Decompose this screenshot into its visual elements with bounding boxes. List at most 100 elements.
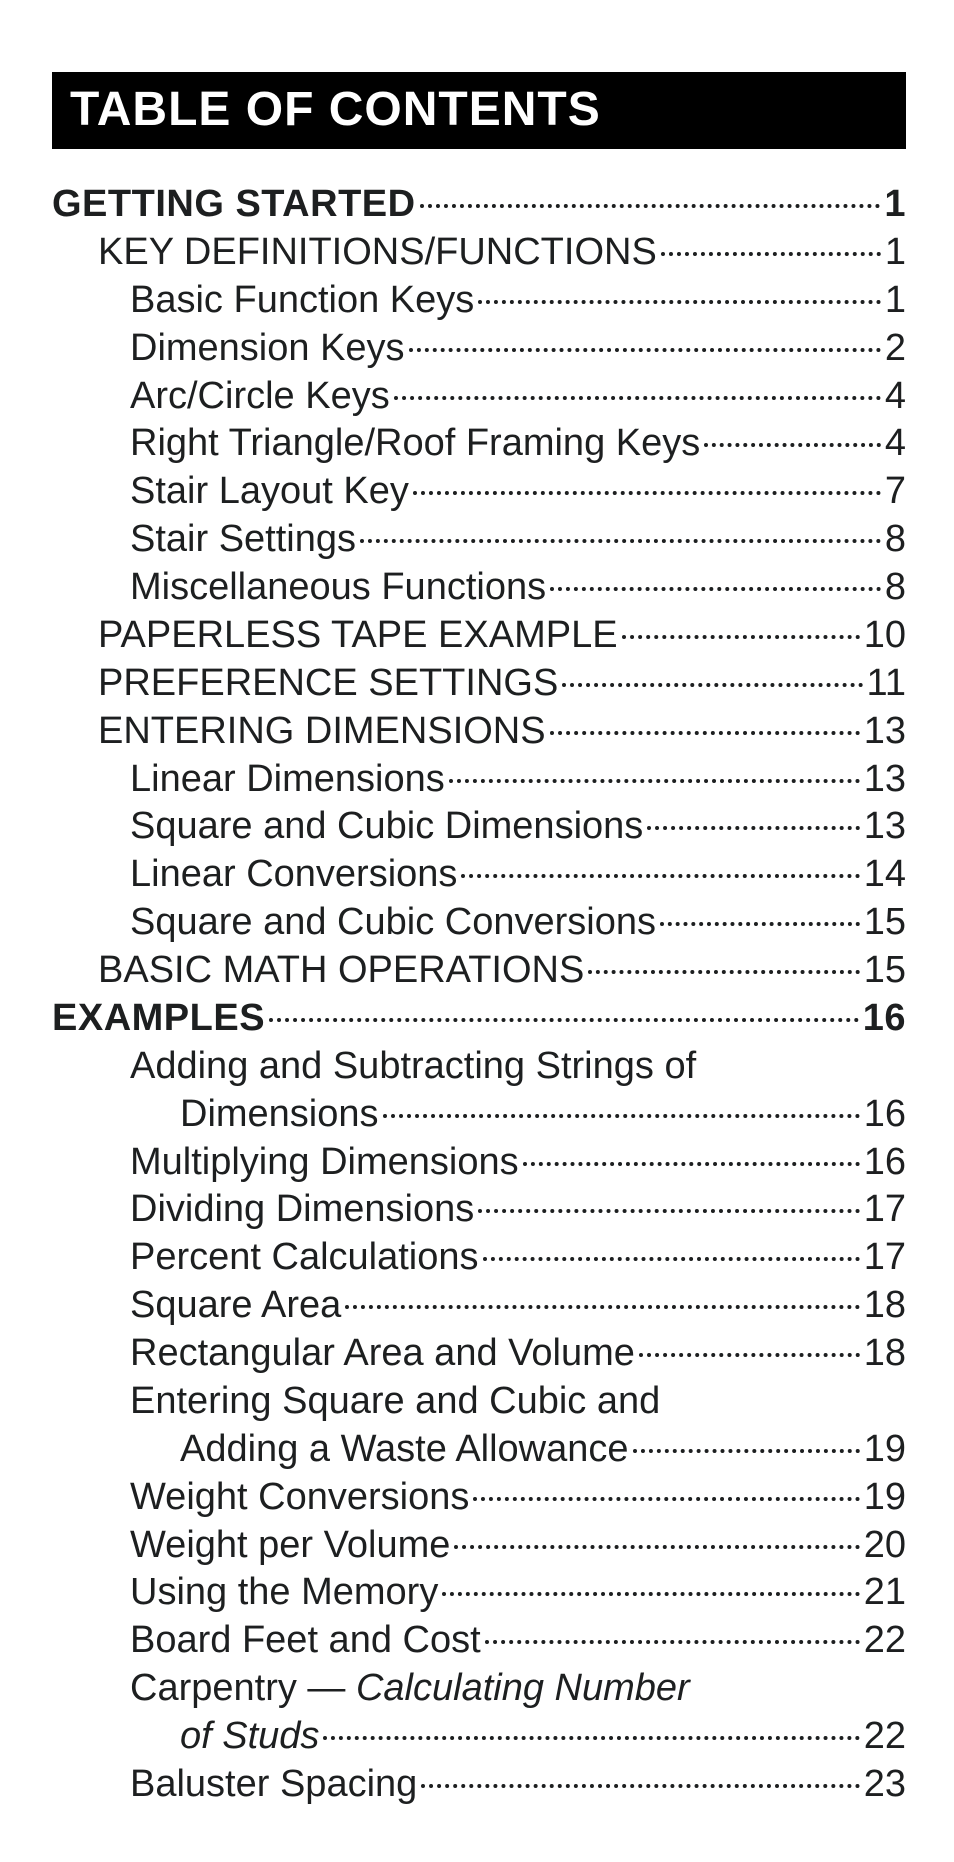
toc-entry-label: Linear Dimensions [130, 756, 445, 804]
toc-leader [449, 779, 860, 783]
table-of-contents: GETTING STARTED1KEY DEFINITIONS/FUNCTION… [52, 181, 906, 1809]
toc-leader [420, 204, 881, 208]
toc-leader [413, 491, 881, 495]
toc-leader [478, 300, 881, 304]
toc-leader [409, 348, 881, 352]
toc-entry-label: PREFERENCE SETTINGS [98, 660, 558, 708]
toc-leader [473, 1497, 859, 1501]
toc-row: Stair Layout Key 7 [52, 468, 906, 516]
toc-row: Adding and Subtracting Strings of [52, 1043, 906, 1091]
toc-row: Square and Cubic Dimensions13 [52, 803, 906, 851]
toc-leader [633, 1449, 860, 1453]
toc-leader [661, 252, 881, 256]
toc-leader [660, 922, 860, 926]
toc-row: Carpentry — Calculating Number [52, 1665, 906, 1713]
toc-leader [704, 443, 881, 447]
toc-entry-label: Rectangular Area and Volume [130, 1330, 635, 1378]
toc-row: Square and Cubic Conversions15 [52, 899, 906, 947]
toc-entry-label: Using the Memory [130, 1569, 438, 1617]
toc-row: KEY DEFINITIONS/FUNCTIONS 1 [52, 229, 906, 277]
page: TABLE OF CONTENTS GETTING STARTED1KEY DE… [0, 0, 954, 1849]
toc-entry-label: KEY DEFINITIONS/FUNCTIONS [98, 229, 657, 277]
toc-entry-label: Dimension Keys [130, 325, 405, 373]
toc-leader [383, 1114, 860, 1118]
toc-leader [523, 1162, 860, 1166]
toc-row: of Studs22 [52, 1713, 906, 1761]
toc-entry-label: BASIC MATH OPERATIONS [98, 947, 584, 995]
toc-entry-page: 15 [864, 947, 906, 995]
toc-entry-page: 19 [864, 1426, 906, 1474]
toc-entry-label: Weight Conversions [130, 1474, 469, 1522]
toc-entry-page: 4 [885, 420, 906, 468]
toc-entry-page: 14 [864, 851, 906, 899]
toc-row: BASIC MATH OPERATIONS 15 [52, 947, 906, 995]
toc-entry-label: ENTERING DIMENSIONS [98, 708, 546, 756]
toc-leader [639, 1353, 860, 1357]
toc-entry-label: Adding a Waste Allowance [180, 1426, 629, 1474]
toc-row: ENTERING DIMENSIONS 13 [52, 708, 906, 756]
toc-leader [461, 874, 859, 878]
toc-leader [622, 635, 860, 639]
toc-row: Square Area 18 [52, 1282, 906, 1330]
toc-entry-page: 20 [864, 1522, 906, 1570]
toc-leader [550, 587, 881, 591]
toc-leader [345, 1305, 859, 1309]
toc-leader [360, 539, 881, 543]
toc-entry-page: 2 [885, 325, 906, 373]
toc-entry-page: 7 [885, 468, 906, 516]
toc-entry-label: Square and Cubic Dimensions [130, 803, 643, 851]
toc-row: Basic Function Keys1 [52, 277, 906, 325]
toc-entry-page: 10 [864, 612, 906, 660]
toc-entry-page: 18 [864, 1282, 906, 1330]
toc-row: Miscellaneous Functions8 [52, 564, 906, 612]
toc-entry-label: Miscellaneous Functions [130, 564, 546, 612]
toc-entry-page: 15 [864, 899, 906, 947]
toc-leader [588, 970, 859, 974]
toc-entry-label: Square Area [130, 1282, 341, 1330]
toc-row: Arc/Circle Keys4 [52, 373, 906, 421]
toc-row: Weight per Volume20 [52, 1522, 906, 1570]
toc-entry-label: Dimensions [180, 1091, 379, 1139]
toc-leader [421, 1784, 859, 1788]
toc-row: Entering Square and Cubic and [52, 1378, 906, 1426]
toc-leader [323, 1736, 859, 1740]
toc-entry-page: 8 [885, 516, 906, 564]
toc-leader [454, 1545, 859, 1549]
toc-row: Board Feet and Cost22 [52, 1617, 906, 1665]
toc-row: Dimensions16 [52, 1091, 906, 1139]
toc-leader [550, 731, 860, 735]
toc-entry-label: Basic Function Keys [130, 277, 474, 325]
toc-entry-page: 11 [867, 660, 906, 708]
toc-entry-label: of Studs [180, 1713, 319, 1761]
toc-leader [562, 683, 862, 687]
toc-leader [442, 1592, 859, 1596]
toc-entry-page: 13 [864, 708, 906, 756]
toc-entry-label: Board Feet and Cost [130, 1617, 481, 1665]
toc-row: Dividing Dimensions17 [52, 1186, 906, 1234]
toc-row: Baluster Spacing23 [52, 1761, 906, 1809]
toc-entry-label: PAPERLESS TAPE EXAMPLE [98, 612, 618, 660]
toc-leader [483, 1257, 860, 1261]
toc-entry-label: Dividing Dimensions [130, 1186, 474, 1234]
toc-entry-label: Multiplying Dimensions [130, 1139, 519, 1187]
toc-row: PREFERENCE SETTINGS 11 [52, 660, 906, 708]
toc-entry-label: Adding and Subtracting Strings of [130, 1043, 696, 1091]
toc-entry-page: 1 [885, 229, 906, 277]
toc-entry-label: Stair Layout Key [130, 468, 409, 516]
toc-row: GETTING STARTED 1 [52, 181, 906, 229]
toc-entry-page: 1 [884, 181, 906, 229]
toc-entry-page: 23 [864, 1761, 906, 1809]
toc-entry-label: Carpentry — Calculating Number [130, 1665, 690, 1713]
toc-entry-label: Entering Square and Cubic and [130, 1378, 660, 1426]
toc-leader [647, 826, 859, 830]
toc-entry-page: 19 [864, 1474, 906, 1522]
toc-entry-label: GETTING STARTED [52, 181, 416, 229]
toc-row: EXAMPLES16 [52, 995, 906, 1043]
toc-leader [269, 1018, 859, 1022]
toc-entry-label: Stair Settings [130, 516, 356, 564]
toc-row: Adding a Waste Allowance 19 [52, 1426, 906, 1474]
toc-entry-page: 16 [864, 1139, 906, 1187]
toc-entry-page: 17 [864, 1234, 906, 1282]
toc-row: Stair Settings 8 [52, 516, 906, 564]
toc-row: Dimension Keys 2 [52, 325, 906, 373]
